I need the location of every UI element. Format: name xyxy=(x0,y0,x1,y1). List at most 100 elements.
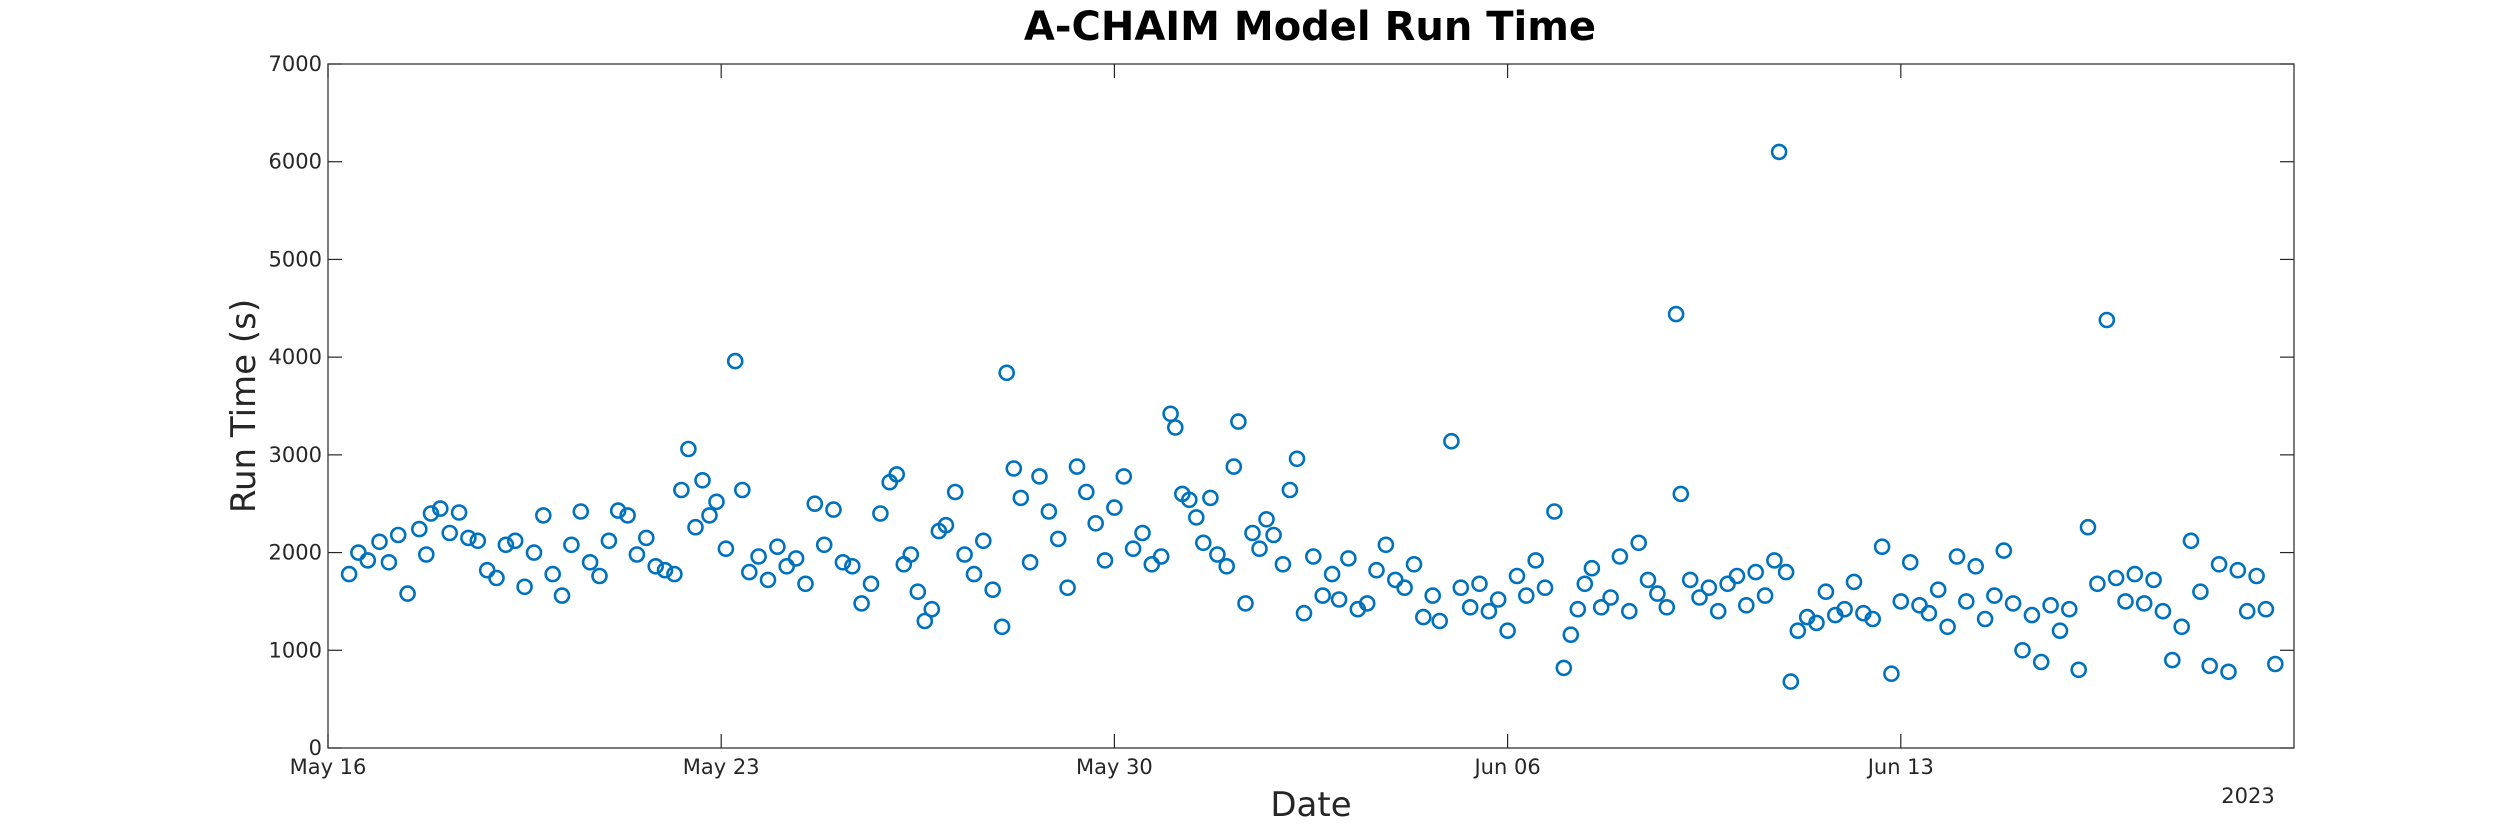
data-point xyxy=(993,618,1011,636)
data-point xyxy=(637,529,655,547)
data-point xyxy=(673,481,690,499)
data-point xyxy=(1049,530,1067,548)
data-point xyxy=(1480,602,1498,620)
data-point xyxy=(2229,561,2247,579)
x-axis-label: Date xyxy=(1270,785,1351,825)
data-point xyxy=(656,561,674,579)
data-point xyxy=(1770,143,1788,161)
data-point xyxy=(1021,553,1039,571)
data-point xyxy=(862,575,880,593)
data-point xyxy=(759,571,777,589)
data-point xyxy=(843,557,861,575)
data-point xyxy=(1630,534,1647,552)
y-tick-label: 5000 xyxy=(269,247,322,271)
data-point xyxy=(2107,569,2125,587)
y-tick-label: 6000 xyxy=(269,150,322,174)
data-point xyxy=(2201,657,2218,675)
data-point xyxy=(1258,510,1275,528)
data-point xyxy=(956,546,973,563)
data-point xyxy=(1288,450,1306,468)
data-point xyxy=(1059,579,1076,597)
data-point xyxy=(1691,589,1708,606)
data-point xyxy=(628,546,646,563)
y-tick-label: 4000 xyxy=(269,345,322,369)
data-point xyxy=(2126,565,2144,583)
data-point xyxy=(2014,641,2031,659)
data-point xyxy=(1431,612,1448,630)
data-point xyxy=(1546,503,1563,520)
x-tick-label: May 30 xyxy=(1076,755,1153,779)
data-point xyxy=(825,501,842,518)
data-point xyxy=(1188,509,1205,526)
data-point xyxy=(534,507,552,524)
data-point xyxy=(600,532,618,550)
data-point xyxy=(1948,548,1966,565)
data-point xyxy=(1218,557,1235,575)
data-point xyxy=(2182,532,2200,550)
x-tick-label: Jun 06 xyxy=(1472,755,1540,779)
data-point xyxy=(1672,485,1690,503)
data-point xyxy=(806,495,824,513)
data-point xyxy=(2248,567,2265,585)
data-point xyxy=(1251,540,1268,558)
data-point xyxy=(1115,468,1133,485)
data-point xyxy=(581,553,599,571)
data-point xyxy=(1986,587,2003,604)
data-point xyxy=(888,466,906,483)
data-point xyxy=(701,507,718,524)
data-point xyxy=(694,471,711,489)
data-point xyxy=(872,505,889,522)
x-tick-label: May 23 xyxy=(683,755,760,779)
data-point xyxy=(1728,567,1746,585)
data-point xyxy=(726,352,744,370)
data-point xyxy=(1583,559,1601,577)
data-point xyxy=(2192,583,2209,601)
y-axis: 0 1000 2000 3000 4000 5000 6000 7000 xyxy=(269,52,2294,760)
y-tick-label: 7000 xyxy=(269,52,322,76)
data-point xyxy=(1681,571,1699,589)
data-point xyxy=(1005,460,1023,477)
data-point xyxy=(647,557,665,575)
data-point xyxy=(1340,550,1357,567)
data-point xyxy=(1817,583,1835,601)
data-point xyxy=(2032,653,2050,671)
data-point xyxy=(441,524,459,542)
data-point xyxy=(916,612,934,630)
data-point xyxy=(1864,610,1881,628)
data-point xyxy=(1658,598,1676,616)
data-point xyxy=(680,440,697,458)
data-point xyxy=(1766,552,1783,569)
data-point xyxy=(1576,575,1594,593)
data-point xyxy=(1569,600,1587,618)
data-point xyxy=(708,493,725,511)
data-point xyxy=(1152,548,1170,565)
data-point xyxy=(1892,593,1910,610)
data-point xyxy=(1265,526,1282,544)
data-point xyxy=(460,529,477,547)
x-tick-label: May 16 xyxy=(290,755,367,779)
data-point xyxy=(937,516,955,534)
data-point xyxy=(2267,655,2284,673)
data-point xyxy=(1958,593,1975,610)
data-point xyxy=(1845,573,1863,591)
data-point xyxy=(1358,595,1376,612)
data-point xyxy=(572,503,590,520)
data-point xyxy=(1901,553,1919,571)
data-point xyxy=(984,581,1002,599)
data-point xyxy=(1738,596,1755,614)
data-point xyxy=(666,565,683,583)
data-point xyxy=(2210,555,2228,573)
data-point xyxy=(1489,591,1507,608)
data-point xyxy=(609,502,627,519)
data-point xyxy=(1499,622,1516,640)
chart-title: A-CHAIM Model Run Time xyxy=(1024,4,1596,50)
data-point xyxy=(1639,571,1657,589)
data-point xyxy=(469,532,487,550)
data-point xyxy=(2164,651,2181,669)
data-point xyxy=(389,526,407,544)
data-point xyxy=(1602,589,1619,606)
data-point xyxy=(525,544,543,561)
y-tick-label: 1000 xyxy=(269,638,322,662)
